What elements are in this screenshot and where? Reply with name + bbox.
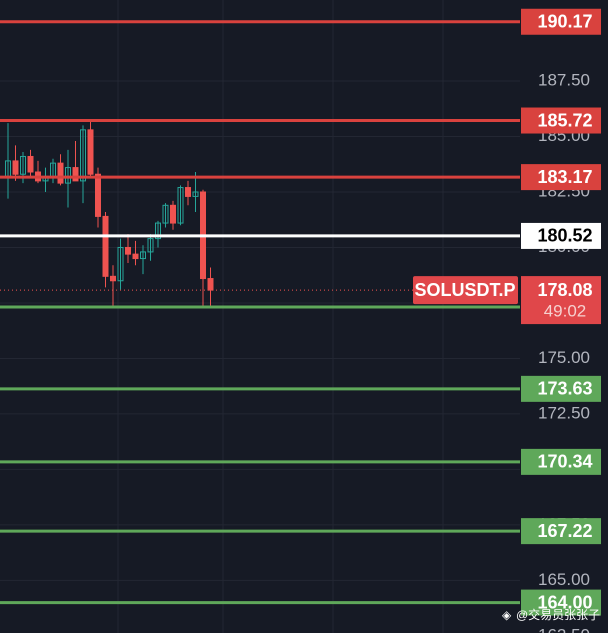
candle-body xyxy=(125,246,131,255)
y-tick-label: 162.50 xyxy=(538,625,590,633)
candle-body xyxy=(27,155,34,173)
candle-body xyxy=(155,222,161,240)
y-tick-label: 175.00 xyxy=(538,348,590,367)
candle-body xyxy=(65,167,71,184)
watermark-text: @交易员张张子 xyxy=(516,607,600,622)
candle-body xyxy=(207,278,214,291)
level-box xyxy=(521,8,601,35)
countdown: 49:02 xyxy=(544,302,587,321)
candle-body xyxy=(80,129,86,182)
y-tick-label: 187.50 xyxy=(538,70,590,89)
level-label: 170.34 xyxy=(537,452,592,472)
candle-body xyxy=(95,173,101,217)
symbol-label: SOLUSDT.P xyxy=(414,280,515,300)
watermark: ◈ @交易员张张子 xyxy=(502,607,600,622)
candle-body xyxy=(117,246,124,282)
candle-body xyxy=(177,187,184,224)
level-box xyxy=(521,375,601,402)
level-label: 167.22 xyxy=(537,521,592,541)
candle-body xyxy=(185,187,191,197)
candle-body xyxy=(140,251,146,260)
candle-body xyxy=(132,253,139,260)
candle-body xyxy=(170,204,176,224)
price-box xyxy=(521,276,601,325)
level-label: 185.72 xyxy=(537,110,592,130)
level-box xyxy=(521,448,601,475)
level-box xyxy=(521,107,601,134)
candle-body xyxy=(12,160,19,175)
vertical-grid xyxy=(117,0,444,633)
y-tick-label: 165.00 xyxy=(538,570,590,589)
candle-body xyxy=(57,162,64,184)
level-label: 164.00 xyxy=(537,592,592,612)
candle-body xyxy=(20,155,26,175)
candle-body xyxy=(192,191,199,197)
candle-body xyxy=(87,129,94,175)
candle-body xyxy=(110,275,116,282)
price-label: 178.08 xyxy=(537,280,592,300)
symbol-box xyxy=(413,276,518,305)
y-tick-label: 172.50 xyxy=(538,403,590,422)
level-label: 190.17 xyxy=(537,12,592,32)
level-label: 180.52 xyxy=(537,226,592,246)
level-box xyxy=(521,518,601,545)
candle-body xyxy=(162,204,169,224)
level-box xyxy=(521,164,601,191)
candle-body xyxy=(72,167,79,182)
level-label: 173.63 xyxy=(537,379,592,399)
level-label: 183.17 xyxy=(537,167,592,187)
watermark-icon: ◈ xyxy=(502,608,512,622)
candle-body xyxy=(102,215,109,277)
level-box xyxy=(521,589,601,616)
candle-body xyxy=(147,238,154,253)
level-box xyxy=(521,222,601,249)
